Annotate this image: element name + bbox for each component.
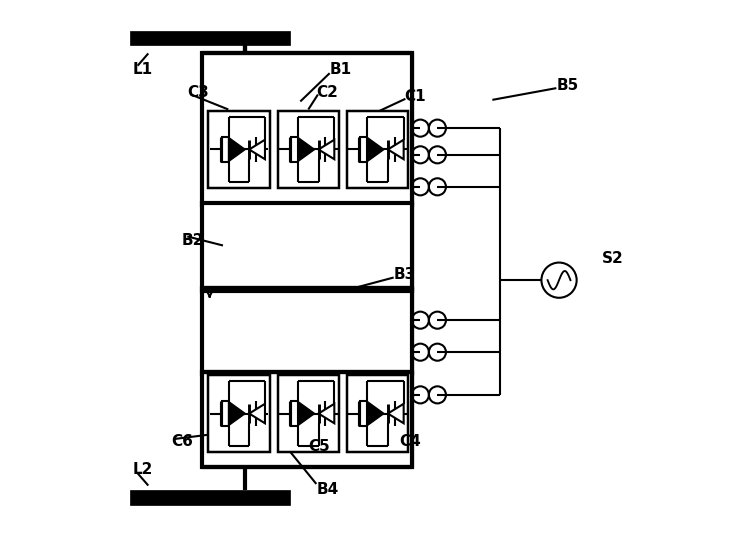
Bar (202, 203, 412, 291)
Bar (209, 375, 270, 452)
Bar (347, 111, 408, 188)
Text: B2: B2 (182, 233, 204, 247)
Bar (278, 111, 339, 188)
Polygon shape (229, 137, 245, 162)
Polygon shape (298, 402, 314, 426)
Bar (278, 375, 339, 452)
Bar (347, 375, 408, 452)
Text: B5: B5 (556, 78, 578, 93)
Polygon shape (298, 137, 314, 162)
Text: C2: C2 (316, 85, 338, 100)
Polygon shape (388, 404, 404, 423)
Text: B4: B4 (316, 482, 338, 497)
Polygon shape (249, 140, 265, 159)
Polygon shape (368, 402, 384, 426)
Bar (202, 372, 412, 467)
Polygon shape (319, 140, 334, 159)
Polygon shape (388, 140, 404, 159)
Text: L1: L1 (132, 62, 152, 77)
Text: S2: S2 (602, 251, 623, 266)
Bar (209, 111, 270, 188)
Bar (202, 288, 412, 374)
Text: C5: C5 (308, 439, 330, 454)
Text: C3: C3 (188, 85, 209, 100)
Bar (130, 31, 290, 45)
Text: C1: C1 (404, 88, 426, 103)
Polygon shape (368, 137, 384, 162)
Text: L2: L2 (132, 462, 153, 477)
Text: C4: C4 (399, 434, 421, 449)
Bar (130, 490, 290, 505)
Text: C6: C6 (171, 434, 193, 449)
Text: B3: B3 (394, 267, 416, 282)
Text: B1: B1 (330, 62, 352, 77)
Polygon shape (249, 404, 265, 423)
Polygon shape (229, 402, 245, 426)
Polygon shape (319, 404, 334, 423)
Bar (202, 53, 412, 205)
